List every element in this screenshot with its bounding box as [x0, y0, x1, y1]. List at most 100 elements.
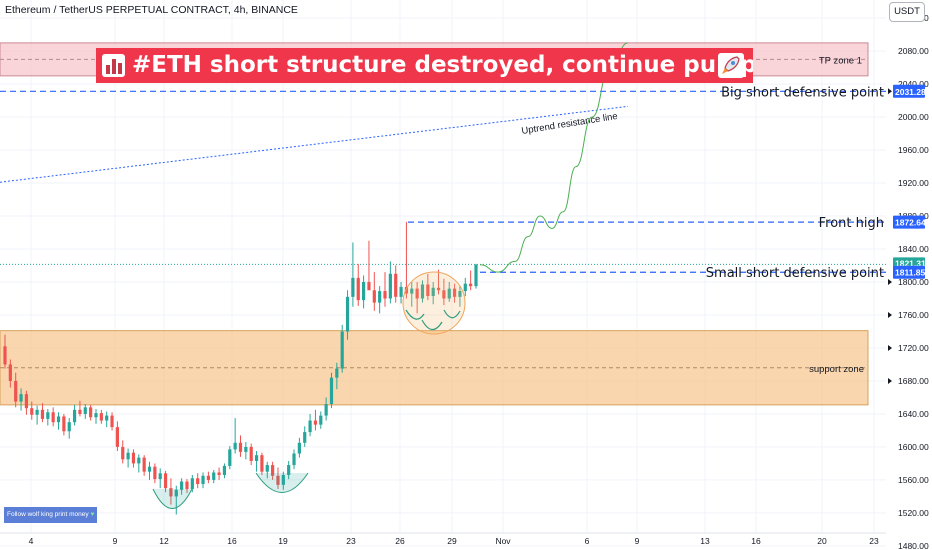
- watermark-badge: Follow wolf king print money ♥: [4, 507, 97, 523]
- headline-banner: #ETH short structure destroyed, continue…: [96, 48, 753, 83]
- x-tick-label: 23: [346, 536, 356, 546]
- candle-body: [458, 291, 462, 297]
- level-price-badge-text: 2031.28: [895, 87, 926, 97]
- candle-body: [153, 466, 157, 480]
- headline-text: #ETH short structure destroyed, continue…: [132, 52, 753, 78]
- y-tick-label: 1840.00: [898, 244, 929, 254]
- level-price-badge-text: 1872.64: [895, 218, 926, 228]
- y-tick-label: 1480.00: [898, 541, 929, 550]
- candle-body: [158, 473, 162, 480]
- candle-body: [388, 273, 392, 299]
- current-price-text: 1821.31: [895, 258, 926, 268]
- candle-body: [14, 380, 18, 402]
- level-price-badge-text: 1811.85: [895, 268, 926, 278]
- projection-path: [479, 42, 629, 273]
- candle-body: [345, 296, 350, 332]
- candle-body: [463, 283, 467, 292]
- level-price-badge: [893, 265, 925, 279]
- candle-body: [265, 465, 269, 472]
- candle-body: [51, 412, 55, 423]
- candle-body: [308, 420, 312, 433]
- y-tick-label: 2000.00: [898, 112, 929, 122]
- candle-body: [238, 442, 243, 452]
- level-label: Big short defensive point: [721, 85, 884, 100]
- candle-body: [201, 475, 205, 485]
- candle-body: [415, 288, 419, 299]
- x-tick-label: 29: [447, 536, 457, 546]
- candle-body: [340, 331, 344, 369]
- candle-body: [30, 408, 34, 415]
- candle-body: [212, 472, 216, 480]
- level-price-badge: [893, 84, 925, 98]
- currency-badge[interactable]: USDT: [889, 2, 925, 22]
- axis-marker: [888, 279, 892, 286]
- candle-body: [190, 478, 194, 489]
- x-tick-label: 23: [869, 536, 879, 546]
- y-tick-label: 1640.00: [898, 409, 929, 419]
- candle-body: [287, 465, 291, 475]
- candle-body: [137, 457, 141, 464]
- candle-body: [8, 364, 12, 381]
- candle-body: [185, 481, 189, 489]
- candle-body: [89, 407, 93, 418]
- axis-marker: [888, 88, 892, 95]
- candle-body: [217, 472, 221, 475]
- bar-chart-icon: [102, 54, 125, 77]
- candle-body: [249, 446, 253, 461]
- axis-marker: [888, 377, 892, 384]
- candle-body: [404, 286, 409, 294]
- x-tick-label: 9: [635, 536, 640, 546]
- y-tick-label: 2040.00: [898, 79, 929, 89]
- x-tick-label: 16: [751, 536, 761, 546]
- candle-body: [3, 346, 7, 365]
- candle-body: [115, 427, 119, 447]
- y-tick-label: 1960.00: [898, 145, 929, 155]
- symbol-title[interactable]: Ethereum / TetherUS PERPETUAL CONTRACT, …: [5, 4, 298, 16]
- tp-zone-label: TP zone 1: [819, 55, 862, 66]
- level-price-badge: [893, 215, 925, 229]
- candle-body: [40, 409, 45, 419]
- candle-body: [313, 420, 318, 425]
- axis-marker: [888, 311, 892, 318]
- candle-body: [447, 288, 451, 299]
- candle-body: [383, 291, 387, 299]
- level-label: Small short defensive point: [706, 266, 884, 281]
- x-tick-label: 26: [395, 536, 405, 546]
- candle-body: [35, 409, 39, 415]
- candle-body: [335, 368, 339, 378]
- x-tick-label: 16: [227, 536, 237, 546]
- candle-body: [329, 377, 334, 405]
- candle-body: [276, 475, 280, 485]
- candle-body: [83, 407, 87, 414]
- candle-body: [110, 415, 114, 428]
- candle-body: [99, 413, 103, 421]
- x-tick-label: 19: [278, 536, 288, 546]
- candle-body: [24, 394, 29, 409]
- candle-body: [420, 284, 425, 299]
- candle-body: [378, 291, 382, 303]
- candle-body: [233, 442, 237, 450]
- candle-body: [431, 287, 435, 297]
- candle-body: [474, 264, 478, 287]
- candle-body: [126, 452, 130, 460]
- support-zone-label: support zone: [809, 364, 864, 375]
- candle-body: [254, 455, 259, 461]
- candle-body: [281, 474, 285, 485]
- y-tick-label: 1680.00: [898, 376, 929, 386]
- x-tick-label: 13: [700, 536, 710, 546]
- candle-body: [426, 284, 430, 297]
- candle-body: [228, 449, 232, 466]
- y-tick-label: 1600.00: [898, 442, 929, 452]
- y-tick-label: 2080.00: [898, 46, 929, 56]
- candle-body: [394, 273, 398, 297]
- candle-body: [46, 412, 50, 419]
- rocket-icon: [718, 53, 744, 78]
- candle-body: [367, 282, 371, 291]
- candle-body: [303, 432, 307, 443]
- candle-body: [469, 283, 473, 287]
- candle-body: [372, 290, 376, 303]
- x-tick-label: Nov: [495, 536, 511, 546]
- candle-body: [169, 488, 173, 497]
